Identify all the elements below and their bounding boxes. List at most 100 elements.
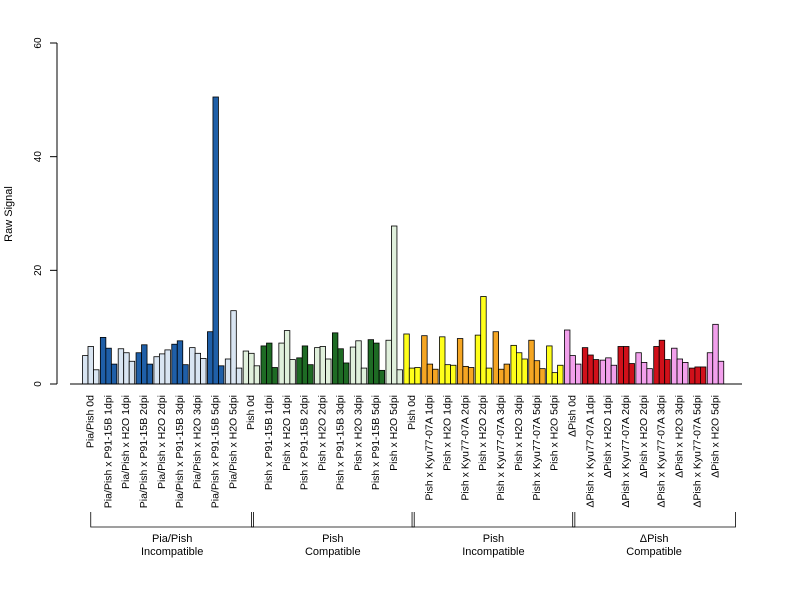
x-tick-label: Pia/Pish x P91-15B 2dpi	[138, 395, 150, 508]
x-tick-label: ΔPish x Kyu77-07A 2dpi	[620, 395, 632, 508]
bar	[521, 358, 528, 385]
group-sublabel: Incompatible	[462, 546, 524, 558]
bar	[271, 367, 278, 385]
bar	[587, 354, 594, 385]
group-bracket	[251, 512, 415, 528]
bar	[450, 364, 457, 385]
bar	[283, 330, 291, 385]
bar	[432, 368, 439, 385]
x-tick-label: ΔPish x H2O 5dpi	[709, 395, 721, 478]
x-tick-label: Pish x H2O 2dpi	[477, 395, 489, 471]
bar	[248, 352, 255, 385]
bar	[480, 296, 487, 385]
x-tick-label: Pish x Kyu77-07A 2dpi	[459, 395, 471, 501]
bar	[700, 366, 707, 385]
group-bracket	[411, 512, 576, 528]
bar	[135, 352, 142, 385]
bar	[533, 360, 541, 385]
group-sublabel: Compatible	[626, 546, 682, 558]
bar	[289, 359, 296, 385]
x-tick-label: ΔPish x H2O 1dpi	[602, 395, 614, 478]
x-tick-label: ΔPish x H2O 2dpi	[638, 395, 650, 478]
x-tick-label: ΔPish x Kyu77-07A 3dpi	[656, 395, 668, 508]
x-tick-label: Pish x H2O 1dpi	[442, 395, 454, 471]
bar	[337, 348, 344, 385]
group-label: ΔPish	[640, 533, 669, 545]
bar	[581, 347, 589, 385]
x-tick-label: Pish x H2O 5dpi	[388, 395, 400, 471]
bar	[712, 323, 719, 385]
bar	[260, 345, 267, 385]
bar	[717, 360, 725, 385]
bar	[546, 345, 553, 385]
group-label: Pia/Pish	[152, 533, 192, 545]
x-tick-label: Pia/Pish x P91-15B 5dpi	[209, 395, 221, 508]
bar	[694, 366, 701, 385]
bar	[503, 363, 510, 385]
bar	[689, 367, 696, 385]
x-tick-label: Pish x Kyu77-07A 5dpi	[531, 395, 543, 501]
bar	[385, 339, 392, 385]
bar	[444, 364, 451, 385]
bar	[146, 363, 153, 385]
bar	[653, 346, 660, 385]
bar	[182, 364, 189, 385]
bar	[456, 338, 464, 385]
x-tick-label: Pish x Kyu77-07A 3dpi	[495, 395, 507, 501]
x-tick-label: Pia/Pish x H2O 3dpi	[192, 395, 204, 489]
bar	[266, 342, 273, 385]
x-tick-label: Pia/Pish x H2O 1dpi	[120, 395, 132, 489]
bar	[676, 358, 683, 385]
bar	[510, 344, 517, 385]
bar	[176, 340, 184, 385]
x-tick-label: Pish 0d	[406, 395, 418, 430]
group-label: Pish	[322, 533, 343, 545]
bar	[105, 347, 112, 385]
x-tick-labels: Pia/Pish 0d Pia/Pish x P91-15B 1dpi Pia/Pi…	[85, 395, 722, 508]
x-tick-label: Pia/Pish 0d	[85, 395, 97, 448]
bar	[516, 352, 523, 385]
bar	[592, 359, 600, 385]
bar	[296, 357, 303, 385]
bar	[128, 360, 136, 385]
bar	[224, 358, 232, 385]
y-tick-label: 40	[33, 151, 44, 163]
bar	[557, 364, 564, 385]
y-tick-label: 20	[33, 264, 44, 276]
bar	[664, 359, 671, 385]
bars	[82, 96, 725, 385]
bar	[278, 342, 285, 385]
bar	[671, 347, 678, 385]
bar	[164, 349, 171, 385]
bar	[605, 357, 612, 385]
x-tick-label: Pish x H2O 3dpi	[352, 395, 364, 471]
bar	[564, 329, 571, 385]
bar	[331, 332, 339, 385]
x-tick-label: ΔPish x Kyu77-07A 5dpi	[691, 395, 703, 508]
bar	[158, 353, 166, 385]
x-tick-label: Pish 0d	[245, 395, 257, 430]
x-tick-label: ΔPish x H2O 3dpi	[674, 395, 686, 478]
bar	[153, 356, 160, 385]
bar	[93, 369, 100, 385]
bar	[194, 352, 202, 385]
x-tick-label: Pish x H2O 2dpi	[317, 395, 329, 471]
x-tick-label: Pish x P91-15B 2dpi	[299, 395, 311, 490]
bar	[551, 372, 558, 385]
bar	[528, 339, 535, 385]
bar	[325, 358, 332, 385]
x-tick-label: Pia/Pish x H2O 5dpi	[227, 395, 239, 489]
bar	[610, 364, 618, 385]
bar	[706, 352, 714, 385]
x-tick-label: Pia/Pish x H2O 2dpi	[156, 395, 168, 489]
bar	[110, 363, 118, 385]
bar	[189, 347, 196, 385]
bar	[492, 331, 499, 385]
bar	[141, 344, 148, 385]
bar	[360, 367, 368, 385]
bar	[117, 348, 125, 385]
group-brackets: Pia/PishIncompatiblePishCompatiblePishIn…	[90, 512, 736, 558]
bar	[658, 339, 666, 385]
bar	[342, 362, 350, 385]
